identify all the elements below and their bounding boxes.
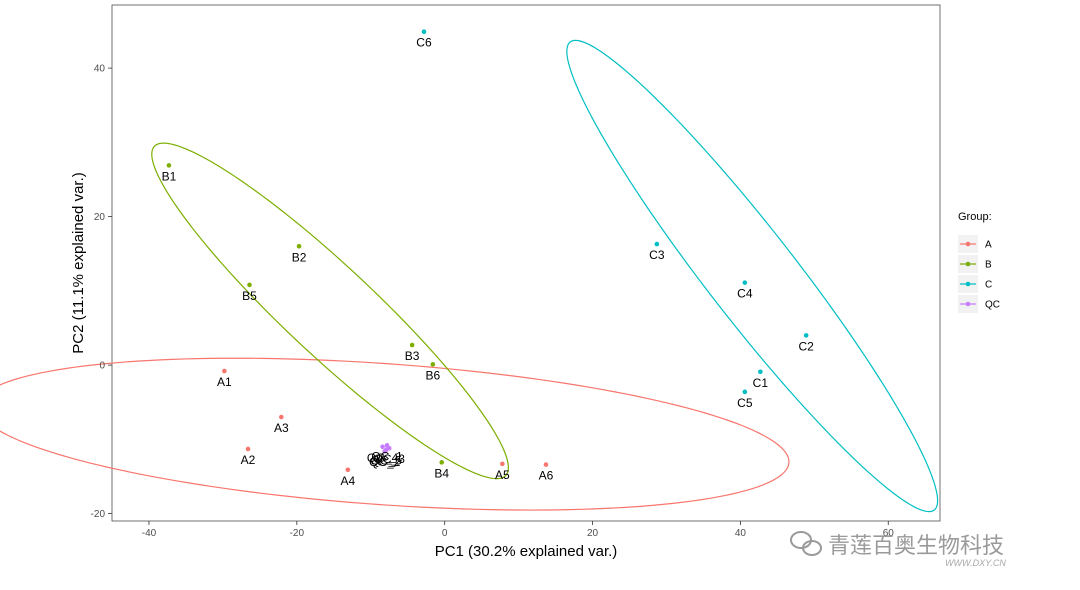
point-c5 bbox=[742, 389, 748, 395]
ellipse-a bbox=[0, 357, 790, 511]
point-label-qc-2: QC_2 bbox=[369, 455, 401, 469]
legend-key-point bbox=[965, 281, 971, 287]
point-a6 bbox=[543, 462, 549, 467]
y-axis-title: PC2 (11.1% explained var.) bbox=[70, 172, 87, 354]
point-c6 bbox=[421, 29, 427, 35]
point-a4 bbox=[345, 467, 351, 473]
ellipse-c bbox=[566, 39, 939, 513]
point-label-c1: C1 bbox=[753, 376, 769, 390]
x-tick-label: 60 bbox=[883, 528, 895, 539]
point-label-qc-4: QC_4 bbox=[367, 451, 399, 465]
x-tick-label: 40 bbox=[735, 528, 747, 539]
watermark: 青莲百奥生物科技 WWW.DXY.CN bbox=[790, 531, 1006, 568]
point-label-a1: A1 bbox=[217, 375, 232, 389]
y-tick-label: 0 bbox=[99, 361, 105, 372]
legend-key-point bbox=[965, 241, 971, 247]
point-c2 bbox=[803, 333, 809, 338]
ellipse-b bbox=[151, 142, 509, 480]
point-label-a4: A4 bbox=[340, 474, 355, 488]
point-label-b4: B4 bbox=[434, 466, 449, 480]
point-a5 bbox=[500, 461, 505, 467]
point-b4 bbox=[439, 460, 445, 465]
x-tick-label: -20 bbox=[290, 528, 305, 539]
point-label-c5: C5 bbox=[737, 396, 753, 410]
point-label-b6: B6 bbox=[426, 368, 441, 382]
point-label-c4: C4 bbox=[737, 287, 753, 301]
point-label-c2: C2 bbox=[799, 339, 815, 353]
y-tick-label: 40 bbox=[94, 64, 106, 75]
legend-key-point bbox=[965, 261, 971, 267]
x-tick-label: -40 bbox=[142, 528, 157, 539]
point-label-qc-5: QC_5 bbox=[371, 454, 403, 468]
x-tick-label: 0 bbox=[442, 528, 448, 539]
point-label-qc-3: QC_3 bbox=[374, 452, 406, 466]
watermark-site: WWW.DXY.CN bbox=[945, 558, 1006, 568]
point-qc-5 bbox=[383, 447, 389, 453]
point-label-c6: C6 bbox=[416, 36, 432, 50]
y-tick-label: 20 bbox=[94, 212, 106, 223]
legend-title: Group: bbox=[958, 211, 992, 223]
point-label-qc-1: QC_1 bbox=[371, 449, 403, 463]
point-label-a6: A6 bbox=[539, 469, 554, 483]
point-label-c3: C3 bbox=[649, 248, 665, 262]
point-label-a2: A2 bbox=[241, 453, 256, 467]
point-b6 bbox=[430, 362, 436, 367]
y-tick-label: -20 bbox=[91, 509, 106, 520]
point-label-b5: B5 bbox=[242, 289, 257, 303]
x-axis-title: PC1 (30.2% explained var.) bbox=[435, 543, 618, 560]
plot-panel bbox=[111, 4, 941, 522]
point-label-b3: B3 bbox=[405, 349, 420, 363]
point-a2 bbox=[245, 446, 251, 452]
point-b3 bbox=[409, 342, 415, 348]
point-b1 bbox=[166, 163, 172, 168]
point-qc-4 bbox=[380, 444, 385, 450]
point-c4 bbox=[742, 280, 748, 285]
point-b5 bbox=[247, 282, 252, 288]
point-label-b1: B1 bbox=[162, 169, 177, 183]
legend-label-a: A bbox=[985, 240, 992, 251]
x-tick-label: 20 bbox=[587, 528, 599, 539]
wechat-icon bbox=[790, 531, 822, 556]
legend-label-b: B bbox=[985, 260, 992, 271]
point-label-a3: A3 bbox=[274, 421, 289, 435]
point-c3 bbox=[654, 241, 660, 247]
point-c1 bbox=[758, 369, 763, 375]
point-label-a5: A5 bbox=[495, 468, 510, 482]
point-label-b2: B2 bbox=[292, 250, 307, 264]
watermark-text: 青莲百奥生物科技 bbox=[828, 534, 1004, 559]
point-b2 bbox=[296, 243, 302, 249]
point-a1 bbox=[222, 368, 227, 374]
legend-key-point bbox=[965, 301, 971, 307]
legend-label-qc: QC bbox=[985, 300, 1000, 311]
point-a3 bbox=[278, 414, 284, 420]
legend-label-c: C bbox=[985, 280, 992, 291]
